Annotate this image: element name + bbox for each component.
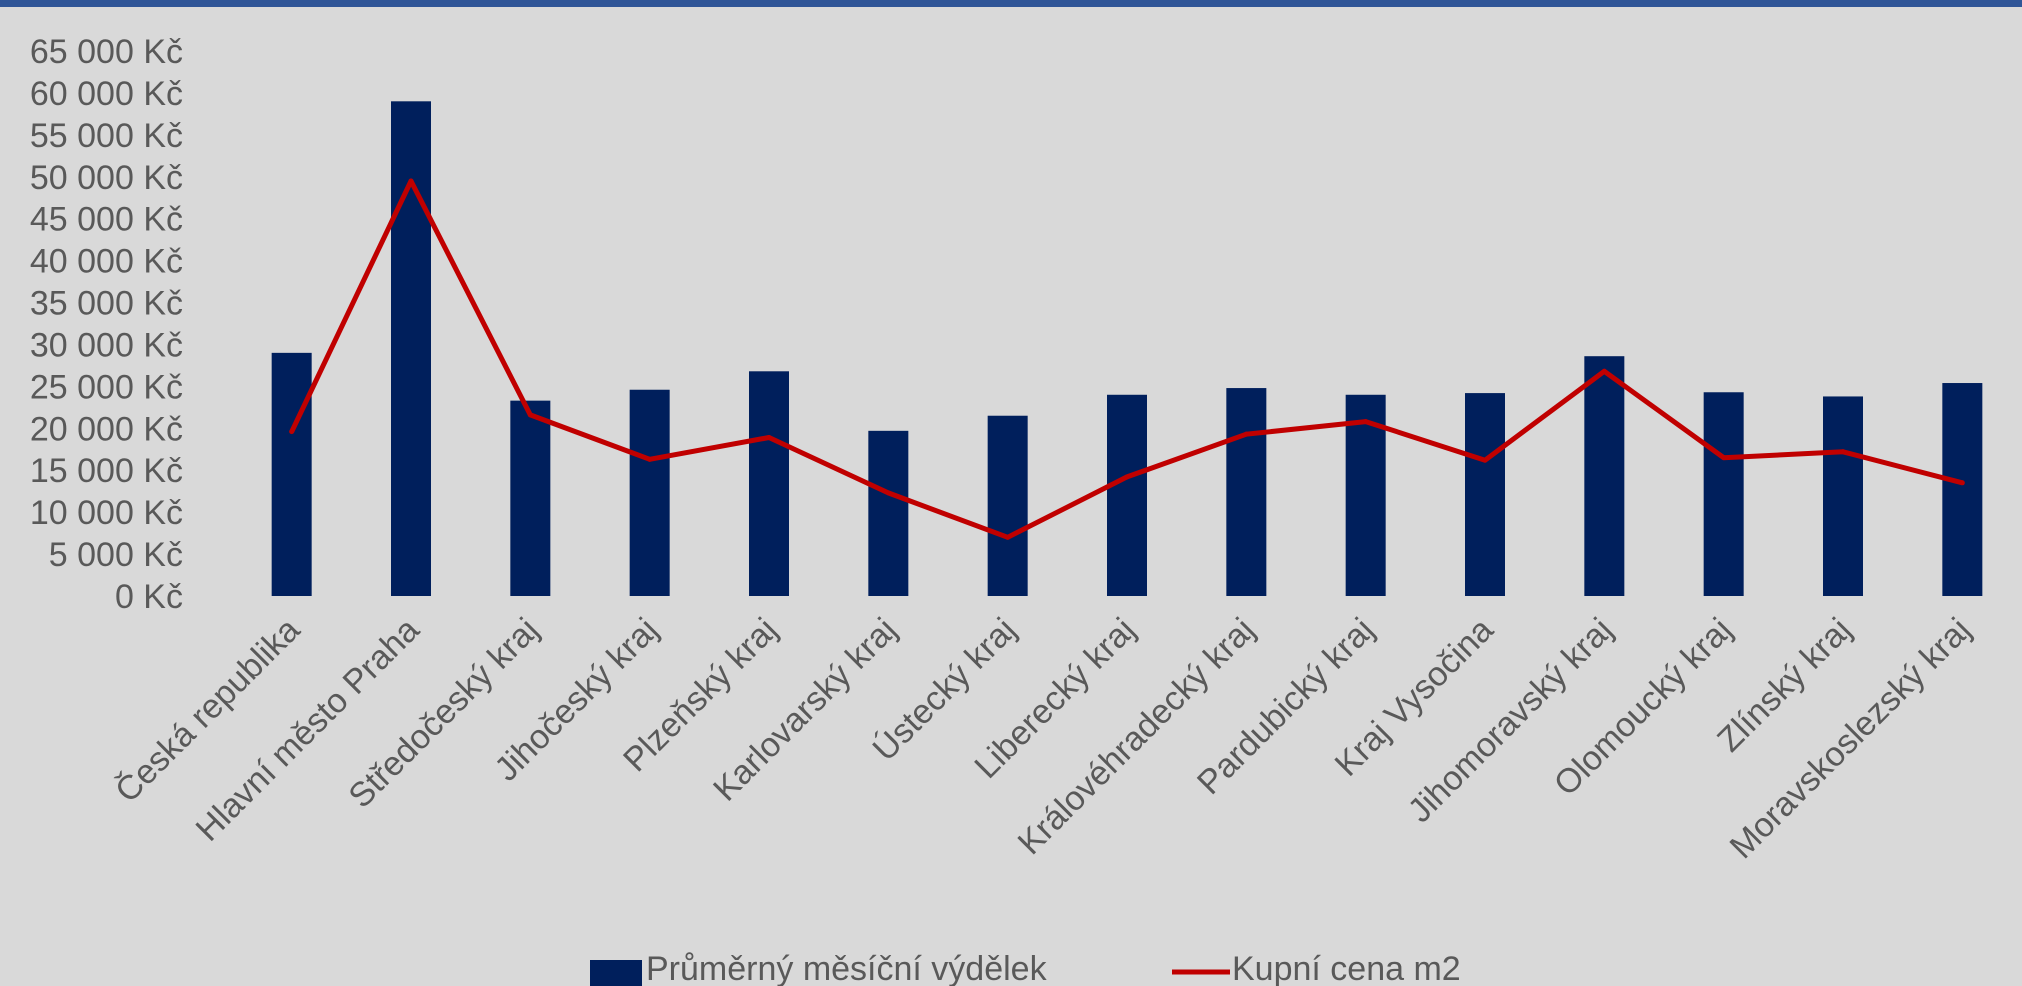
- line-point: [1005, 534, 1011, 540]
- y-tick-label: 0 Kč: [115, 578, 183, 616]
- y-tick-label: 35 000 Kč: [30, 285, 183, 323]
- bar-series: [271, 101, 1983, 597]
- bar: [1107, 394, 1147, 596]
- bar: [987, 415, 1028, 596]
- x-tick-label: Hlavní město Praha: [189, 611, 427, 849]
- line-point: [289, 429, 295, 435]
- line-series: [289, 178, 1965, 540]
- top-accent-bar: [0, 0, 2022, 7]
- bar: [1465, 393, 1505, 596]
- line-point: [766, 435, 772, 441]
- line-point: [1124, 474, 1130, 480]
- legend: Průměrný měsíční výdělek Kupní cena m2: [590, 950, 1461, 986]
- y-tick-label: 45 000 Kč: [30, 201, 183, 239]
- y-tick-label: 50 000 Kč: [30, 159, 183, 197]
- legend-bar-swatch: [590, 960, 642, 986]
- bar: [749, 371, 789, 596]
- bar: [1703, 392, 1744, 596]
- line-point: [647, 456, 653, 462]
- line-point: [527, 412, 533, 418]
- bar: [391, 101, 431, 597]
- y-tick-label: 20 000 Kč: [30, 410, 183, 448]
- line-point: [1243, 431, 1249, 437]
- bar: [510, 400, 551, 596]
- x-tick-label: Jihomoravský kraj: [1401, 611, 1620, 830]
- y-tick-label: 60 000 Kč: [30, 75, 183, 113]
- bar: [1942, 383, 1983, 596]
- line-point: [408, 178, 414, 184]
- bar: [868, 430, 909, 596]
- legend-line-label: Kupní cena m2: [1232, 950, 1461, 986]
- y-tick-label: 15 000 Kč: [30, 452, 183, 490]
- y-axis: 0 Kč 5 000 Kč 10 000 Kč 15 000 Kč 20 000 Kč 2…: [30, 33, 183, 616]
- y-tick-label: 55 000 Kč: [30, 117, 183, 155]
- y-tick-label: 25 000 Kč: [30, 368, 183, 406]
- line-point: [885, 490, 891, 496]
- line-point: [1601, 368, 1607, 374]
- bar: [1584, 356, 1625, 596]
- line-point: [1482, 457, 1488, 463]
- legend-bar-label: Průměrný měsíční výdělek: [646, 950, 1048, 986]
- line-point: [1721, 455, 1727, 461]
- bar: [1226, 388, 1267, 596]
- bar: [1823, 396, 1863, 596]
- y-tick-label: 30 000 Kč: [30, 326, 183, 364]
- y-tick-label: 5 000 Kč: [49, 536, 183, 574]
- y-tick-label: 10 000 Kč: [30, 494, 183, 532]
- line-point: [1959, 480, 1965, 486]
- y-tick-label: 65 000 Kč: [30, 33, 183, 71]
- bar: [271, 352, 312, 596]
- x-tick-label: Moravskoslezský kraj: [1723, 611, 1978, 866]
- x-tick-label: Královéhradecký kraj: [1011, 611, 1262, 862]
- line-point: [1840, 449, 1846, 455]
- line-point: [1363, 419, 1369, 425]
- bar: [629, 389, 670, 596]
- y-tick-label: 40 000 Kč: [30, 243, 183, 281]
